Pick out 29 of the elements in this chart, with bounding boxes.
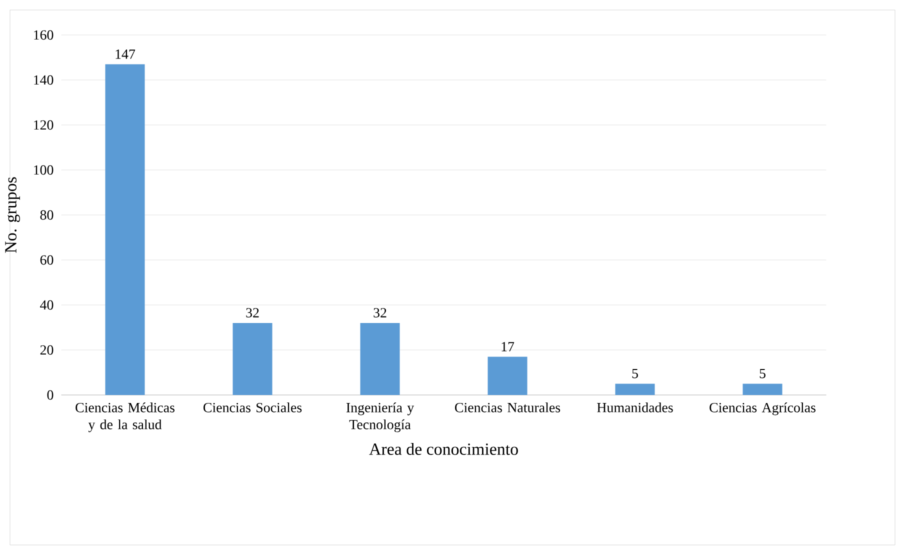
y-tick-label: 100 <box>34 165 54 175</box>
y-tick-label: 140 <box>34 75 54 85</box>
data-label: 5 <box>632 368 638 378</box>
y-tick-label: 80 <box>40 210 54 220</box>
bar <box>742 384 782 395</box>
y-tick-label: 120 <box>34 120 54 130</box>
x-tick-label: Humanidades <box>597 402 673 412</box>
bar <box>615 384 655 395</box>
data-label: 32 <box>246 308 259 318</box>
x-axis-title: Area de conocimiento <box>369 442 518 455</box>
x-tick-label: Ciencias Sociales <box>204 402 302 412</box>
y-tick-label: 0 <box>47 390 54 400</box>
bar <box>232 322 272 395</box>
data-label: 17 <box>502 342 514 352</box>
bar <box>105 64 145 395</box>
y-tick-label: 20 <box>40 345 54 355</box>
data-label: 5 <box>760 368 766 378</box>
bar <box>360 322 400 395</box>
x-tick-label: Ciencias Médicas y de la salud <box>76 402 174 432</box>
y-tick-label: 40 <box>40 300 54 310</box>
x-tick-label: Ciencias Agrícolas <box>710 402 816 416</box>
data-label: 32 <box>374 308 386 318</box>
y-tick-label: 160 <box>34 30 54 40</box>
data-label: 147 <box>116 50 136 59</box>
bar <box>488 356 528 395</box>
y-axis-title: No. grupos <box>5 177 20 253</box>
x-tick-label: Ciencias Naturales <box>455 402 560 412</box>
y-tick-label: 60 <box>40 255 54 265</box>
x-tick-label: Ingeniería y Tecnología <box>346 402 414 432</box>
